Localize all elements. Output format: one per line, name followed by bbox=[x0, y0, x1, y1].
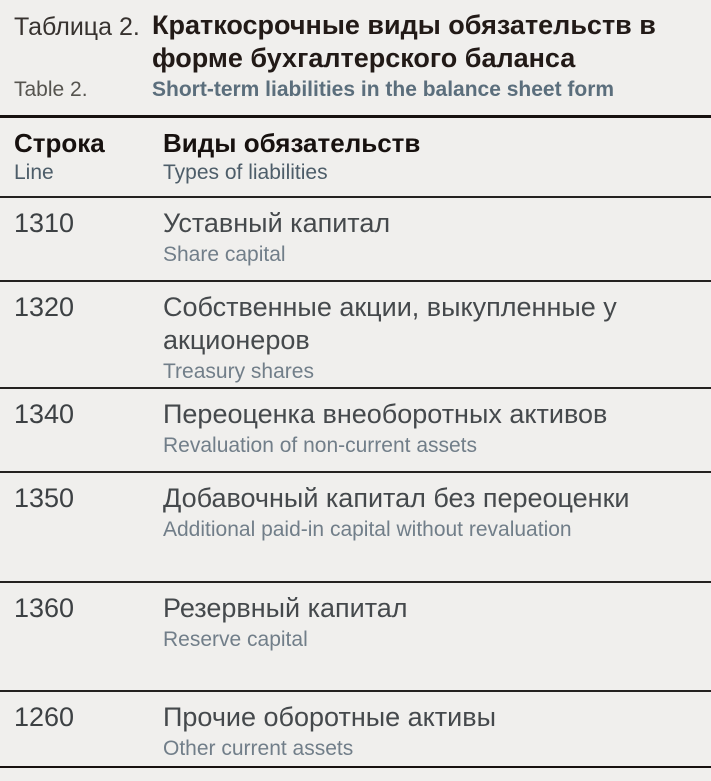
row-line-cell: 1340 bbox=[14, 398, 163, 459]
row-type-en: Reserve capital bbox=[163, 628, 308, 651]
row-type-en: Revaluation of non-current assets bbox=[163, 434, 478, 457]
row-type-cell: Добавочный капитал без переоценки Additi… bbox=[163, 482, 699, 543]
column-header-line-ru: Строка bbox=[14, 128, 105, 158]
row-type-ru: Добавочный капитал без переоценки bbox=[163, 483, 630, 513]
table-row: 1310 Уставный капитал Share capital bbox=[0, 198, 711, 282]
table-body: 1310 Уставный капитал Share capital 1320… bbox=[0, 198, 711, 768]
row-line-cell: 1350 bbox=[14, 482, 163, 543]
row-line-cell: 1310 bbox=[14, 207, 163, 268]
table-row: 1320 Собственные акции, выкупленные у ак… bbox=[0, 282, 711, 389]
row-type-en: Treasury shares bbox=[163, 360, 314, 383]
table-number-en: Table 2. bbox=[14, 78, 88, 101]
row-line-number: 1340 bbox=[14, 399, 75, 429]
caption-row-ru: Таблица 2. Краткосрочные виды обязательс… bbox=[14, 9, 701, 75]
row-type-cell: Уставный капитал Share capital bbox=[163, 207, 699, 268]
row-line-number: 1350 bbox=[14, 483, 75, 513]
table-row: 1360 Резервный капитал Reserve capital bbox=[0, 583, 711, 692]
row-type-en: Share capital bbox=[163, 243, 286, 266]
row-type-ru: Переоценка внеоборотных активов bbox=[163, 399, 608, 429]
row-type-ru: Резервный капитал bbox=[163, 593, 408, 623]
row-line-cell: 1260 bbox=[14, 701, 163, 762]
row-type-ru: Собственные акции, выкупленные у акционе… bbox=[163, 292, 617, 355]
table-number-ru: Таблица 2. bbox=[14, 13, 140, 41]
row-line-cell: 1360 bbox=[14, 592, 163, 653]
caption-row-en: Table 2. Short-term liabilities in the b… bbox=[14, 75, 701, 103]
column-header-types-ru: Виды обязательств bbox=[163, 128, 421, 158]
column-header-types-en: Types of liabilities bbox=[163, 161, 328, 184]
row-type-cell: Прочие оборотные активы Other current as… bbox=[163, 701, 699, 762]
row-line-number: 1360 bbox=[14, 593, 75, 623]
table-title-en: Short-term liabilities in the balance sh… bbox=[152, 78, 615, 101]
row-type-en: Additional paid-in capital without reval… bbox=[163, 518, 572, 541]
row-type-ru: Прочие оборотные активы bbox=[163, 702, 496, 732]
table-row: 1260 Прочие оборотные активы Other curre… bbox=[0, 692, 711, 768]
row-line-cell: 1320 bbox=[14, 291, 163, 385]
header-cell-types: Виды обязательств Types of liabilities bbox=[163, 127, 699, 186]
table-row: 1350 Добавочный капитал без переоценки A… bbox=[0, 473, 711, 583]
row-type-cell: Собственные акции, выкупленные у акционе… bbox=[163, 291, 699, 385]
row-line-number: 1310 bbox=[14, 208, 75, 238]
row-line-number: 1320 bbox=[14, 292, 75, 322]
liabilities-table: Строка Line Виды обязательств Types of l… bbox=[0, 115, 711, 768]
row-line-number: 1260 bbox=[14, 702, 75, 732]
header-cell-line: Строка Line bbox=[14, 127, 163, 186]
table-header-row: Строка Line Виды обязательств Types of l… bbox=[0, 118, 711, 198]
table-row: 1340 Переоценка внеоборотных активов Rev… bbox=[0, 389, 711, 473]
column-header-line-en: Line bbox=[14, 161, 54, 184]
row-type-cell: Переоценка внеоборотных активов Revaluat… bbox=[163, 398, 699, 459]
table-title-ru: Краткосрочные виды обязательств в форме … bbox=[152, 10, 656, 73]
row-type-en: Other current assets bbox=[163, 737, 354, 760]
row-type-ru: Уставный капитал bbox=[163, 208, 391, 238]
table-caption: Таблица 2. Краткосрочные виды обязательс… bbox=[0, 0, 711, 103]
row-type-cell: Резервный капитал Reserve capital bbox=[163, 592, 699, 653]
